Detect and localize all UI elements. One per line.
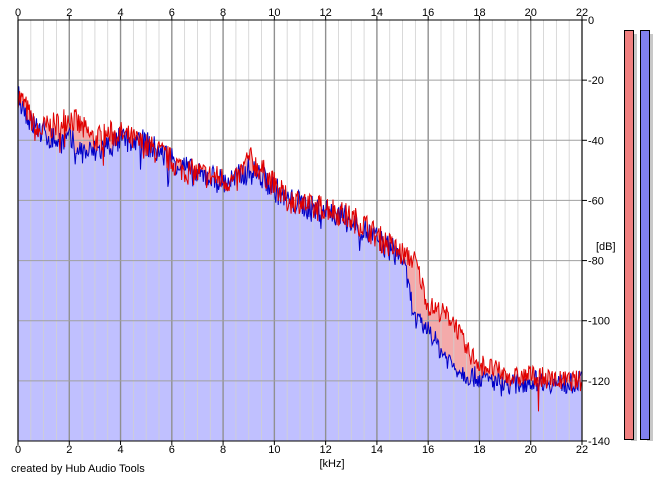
- series-line-1: [17, 91, 583, 412]
- x-tick-label-top: 4: [117, 7, 123, 19]
- tick-labels: 002244668810101212141416161818202022220-…: [15, 7, 610, 456]
- axis-ticks: [17, 16, 587, 445]
- x-axis-label: [kHz]: [319, 458, 344, 470]
- x-tick-label-top: 12: [320, 7, 332, 19]
- y-tick-label: -40: [588, 135, 604, 147]
- x-tick-label-bottom: 6: [169, 444, 175, 456]
- x-tick-label-top: 6: [169, 7, 175, 19]
- y-tick-label: -100: [588, 316, 610, 328]
- series-line-2: [17, 86, 583, 397]
- series-lines: [17, 86, 583, 412]
- x-tick-label-bottom: 12: [320, 444, 332, 456]
- x-tick-label-bottom: 20: [525, 444, 537, 456]
- x-tick-label-bottom: 4: [117, 444, 123, 456]
- x-tick-label-bottom: 2: [66, 444, 72, 456]
- y-tick-label: -20: [588, 75, 604, 87]
- y-axis-label: [dB]: [596, 241, 616, 253]
- meter-right-shadow: [647, 34, 653, 441]
- x-tick-label-bottom: 18: [473, 444, 485, 456]
- y-tick-label: 0: [588, 15, 594, 27]
- level-meter-left: [624, 30, 634, 440]
- x-tick-label-top: 18: [473, 7, 485, 19]
- x-tick-label-top: 10: [268, 7, 280, 19]
- x-tick-label-top: 0: [15, 7, 21, 19]
- x-tick-label-bottom: 14: [371, 444, 383, 456]
- y-tick-label: -80: [588, 256, 604, 268]
- x-tick-label-bottom: 10: [268, 444, 280, 456]
- y-tick-label: -120: [588, 376, 610, 388]
- x-tick-label-bottom: 8: [220, 444, 226, 456]
- level-meter-right: [640, 30, 650, 440]
- x-tick-label-top: 2: [66, 7, 72, 19]
- plot-frame: [17, 19, 583, 442]
- y-tick-label: -60: [588, 195, 604, 207]
- x-tick-label-top: 14: [371, 7, 383, 19]
- x-tick-label-top: 8: [220, 7, 226, 19]
- x-tick-label-bottom: 22: [576, 444, 588, 456]
- x-tick-label-top: 20: [525, 7, 537, 19]
- x-tick-label-bottom: 16: [422, 444, 434, 456]
- meter-left-shadow: [631, 34, 637, 441]
- y-tick-label: -140: [588, 436, 610, 448]
- x-tick-label-bottom: 0: [15, 444, 21, 456]
- credit-text: created by Hub Audio Tools: [11, 463, 145, 475]
- x-tick-label-top: 16: [422, 7, 434, 19]
- x-tick-label-top: 22: [576, 7, 588, 19]
